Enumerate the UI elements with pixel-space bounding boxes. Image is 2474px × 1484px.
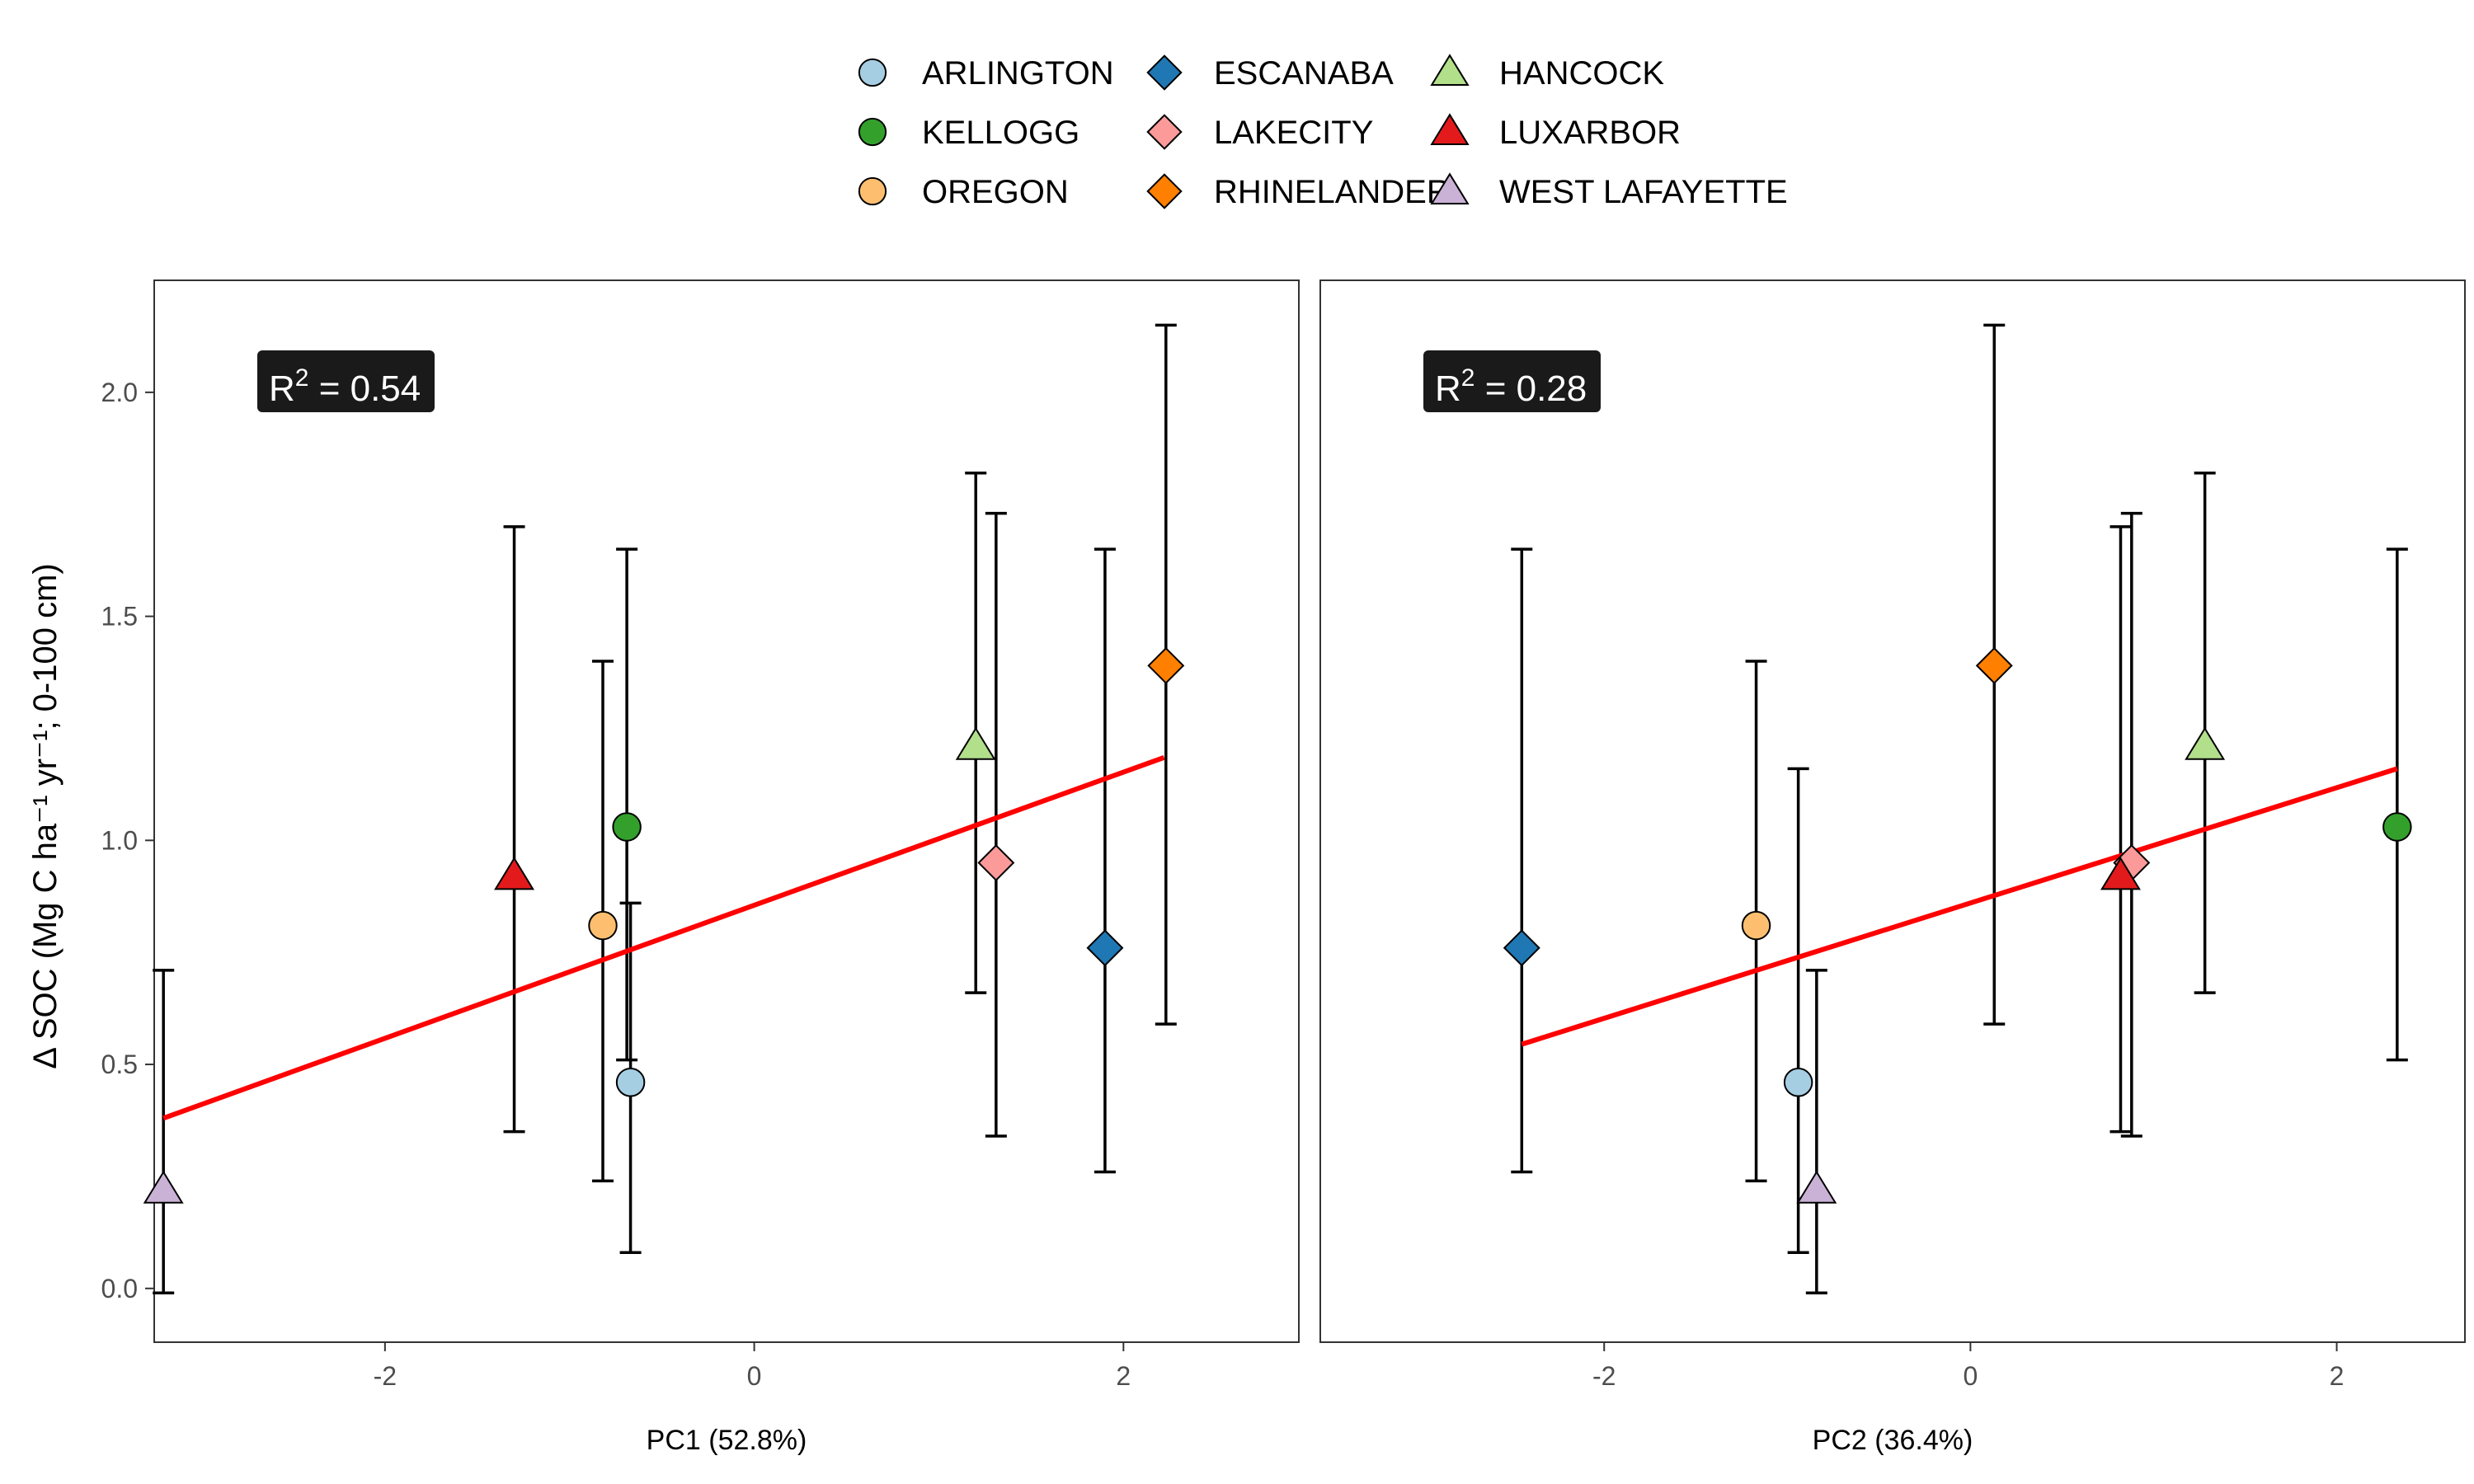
y-tick-label: 1.0 — [101, 825, 138, 855]
legend-item-rhinelander: RHINELANDER — [1146, 173, 1451, 210]
point-luxarbor — [2100, 857, 2141, 890]
legend-item-oregon: OREGON — [858, 174, 1069, 210]
point-escanaba — [1503, 929, 1540, 967]
legend-key-triangle-icon — [1430, 172, 1470, 204]
legend-key-diamond-icon — [1146, 54, 1183, 91]
legend-item-lakecity: LAKECITY — [1146, 114, 1373, 151]
x-tick-label: 0 — [747, 1361, 762, 1391]
legend-label: KELLOGG — [922, 115, 1079, 151]
panel-pc2: -2 0 2 PC2 (36.4%) R2 = 0.28 — [1319, 279, 2466, 1456]
legend-key-circle-icon — [858, 176, 887, 206]
legend: ARLINGTON KELLOGG OREGON ESCANABA LAKECITY RH… — [858, 54, 1788, 210]
error-bar-escanaba — [1094, 547, 1116, 1174]
panel-frame — [1319, 279, 2466, 1343]
x-tick-label: 2 — [2330, 1361, 2345, 1391]
point-oregon — [588, 910, 618, 941]
error-bar-west-lafayette — [1805, 969, 1827, 1294]
legend-item-luxarbor: LUXARBOR — [1430, 113, 1681, 151]
legend-label: LAKECITY — [1214, 115, 1373, 151]
panel-pc1: 0.0 0.5 1.0 1.5 2.0 -2 0 2 PC1 (52.8%) R2 = 0.54 — [101, 279, 1300, 1456]
r-squared-label: R2 = 0.54 — [257, 350, 435, 412]
regression-line — [1521, 766, 2398, 1047]
legend-key-circle-icon — [858, 117, 887, 147]
legend-key-diamond-icon — [1146, 173, 1183, 209]
legend-key-circle-icon — [858, 58, 887, 87]
point-rhinelander — [1147, 646, 1185, 684]
error-bar-luxarbor — [2109, 525, 2132, 1134]
error-bar-west-lafayette — [153, 969, 175, 1294]
legend-item-arlington: ARLINGTON — [858, 55, 1114, 92]
point-hancock — [2185, 726, 2226, 760]
y-tick-label: 0.0 — [101, 1274, 138, 1303]
error-bar-luxarbor — [503, 525, 525, 1134]
error-bar-kellogg — [2386, 547, 2408, 1062]
error-bar-arlington — [1787, 767, 1809, 1255]
legend-item-kellogg: KELLOGG — [858, 115, 1079, 151]
legend-label: HANCOCK — [1499, 55, 1664, 92]
regression-line — [162, 754, 1165, 1121]
point-kellogg — [2382, 812, 2412, 842]
svg-text:R2 = 0.28: R2 = 0.28 — [1435, 364, 1587, 409]
x-tick-label: 2 — [1116, 1361, 1131, 1391]
point-escanaba — [1086, 929, 1124, 967]
point-hancock — [955, 726, 996, 760]
point-kellogg — [612, 812, 642, 842]
legend-item-escanaba: ESCANABA — [1146, 54, 1394, 92]
legend-label: ESCANABA — [1214, 55, 1394, 92]
point-west-lafayette — [143, 1170, 184, 1204]
legend-label: ARLINGTON — [922, 55, 1114, 92]
error-bar-lakecity — [985, 511, 1007, 1138]
legend-label: OREGON — [922, 174, 1069, 210]
r-squared-label: R2 = 0.28 — [1423, 350, 1601, 412]
y-tick-label: 2.0 — [101, 378, 138, 407]
x-axis-title: PC1 (52.8%) — [647, 1425, 807, 1456]
y-tick-label: 1.5 — [101, 602, 138, 632]
x-tick-label: -2 — [1592, 1361, 1616, 1391]
y-axis-title: Δ SOC (Mg C ha⁻¹ yr⁻¹; 0-100 cm) — [27, 563, 63, 1069]
svg-text:R2 = 0.54: R2 = 0.54 — [269, 364, 421, 409]
legend-key-triangle-icon — [1430, 113, 1470, 145]
legend-label: LUXARBOR — [1499, 115, 1681, 151]
legend-item-west-lafayette: WEST LAFAYETTE — [1430, 172, 1788, 210]
error-bar-kellogg — [616, 547, 638, 1062]
point-arlington — [1783, 1068, 1813, 1097]
point-oregon — [1741, 910, 1771, 941]
legend-item-hancock: HANCOCK — [1430, 54, 1664, 92]
point-luxarbor — [494, 857, 535, 890]
error-bar-escanaba — [1511, 547, 1533, 1174]
point-lakecity — [977, 844, 1015, 881]
x-axis-title: PC2 (36.4%) — [1813, 1425, 1973, 1456]
point-west-lafayette — [1796, 1170, 1837, 1204]
x-tick-label: 0 — [1963, 1361, 1978, 1391]
panel-frame — [153, 279, 1300, 1343]
legend-label: RHINELANDER — [1214, 174, 1451, 210]
y-tick-label: 0.5 — [101, 1050, 138, 1079]
point-arlington — [615, 1068, 646, 1097]
legend-key-diamond-icon — [1146, 114, 1183, 150]
error-bar-lakecity — [2120, 511, 2142, 1138]
x-tick-label: -2 — [374, 1361, 397, 1391]
legend-key-triangle-icon — [1430, 54, 1470, 86]
point-rhinelander — [1975, 646, 2013, 684]
legend-label: WEST LAFAYETTE — [1499, 174, 1788, 210]
